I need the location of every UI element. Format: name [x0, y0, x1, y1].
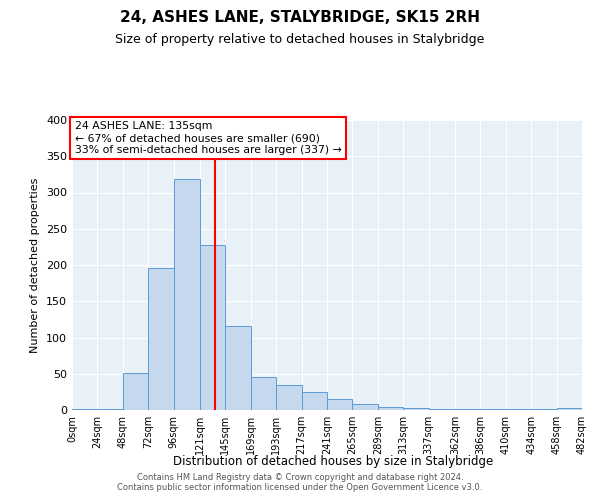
Bar [251, 376, 276, 410]
Bar [531, 408, 557, 410]
Bar [557, 408, 582, 410]
Text: Contains HM Land Registry data © Crown copyright and database right 2024.: Contains HM Land Registry data © Crown c… [137, 474, 463, 482]
Bar [173, 178, 200, 410]
Bar [200, 244, 226, 410]
Text: Contains public sector information licensed under the Open Government Licence v3: Contains public sector information licen… [118, 484, 482, 492]
Text: 24 ASHES LANE: 135sqm
← 67% of detached houses are smaller (690)
33% of semi-det: 24 ASHES LANE: 135sqm ← 67% of detached … [74, 122, 341, 154]
Text: Size of property relative to detached houses in Stalybridge: Size of property relative to detached ho… [115, 32, 485, 46]
Y-axis label: Number of detached properties: Number of detached properties [31, 178, 40, 352]
Bar [72, 408, 97, 410]
Bar [403, 408, 428, 410]
Text: 24, ASHES LANE, STALYBRIDGE, SK15 2RH: 24, ASHES LANE, STALYBRIDGE, SK15 2RH [120, 10, 480, 25]
Text: Distribution of detached houses by size in Stalybridge: Distribution of detached houses by size … [173, 455, 493, 468]
Bar [455, 408, 481, 410]
Bar [148, 268, 173, 410]
Bar [97, 408, 123, 410]
Bar [276, 384, 302, 410]
Bar [378, 407, 403, 410]
Bar [302, 392, 327, 410]
Bar [352, 404, 378, 410]
Bar [123, 373, 148, 410]
Bar [327, 399, 352, 410]
Bar [226, 326, 251, 410]
Bar [428, 408, 455, 410]
